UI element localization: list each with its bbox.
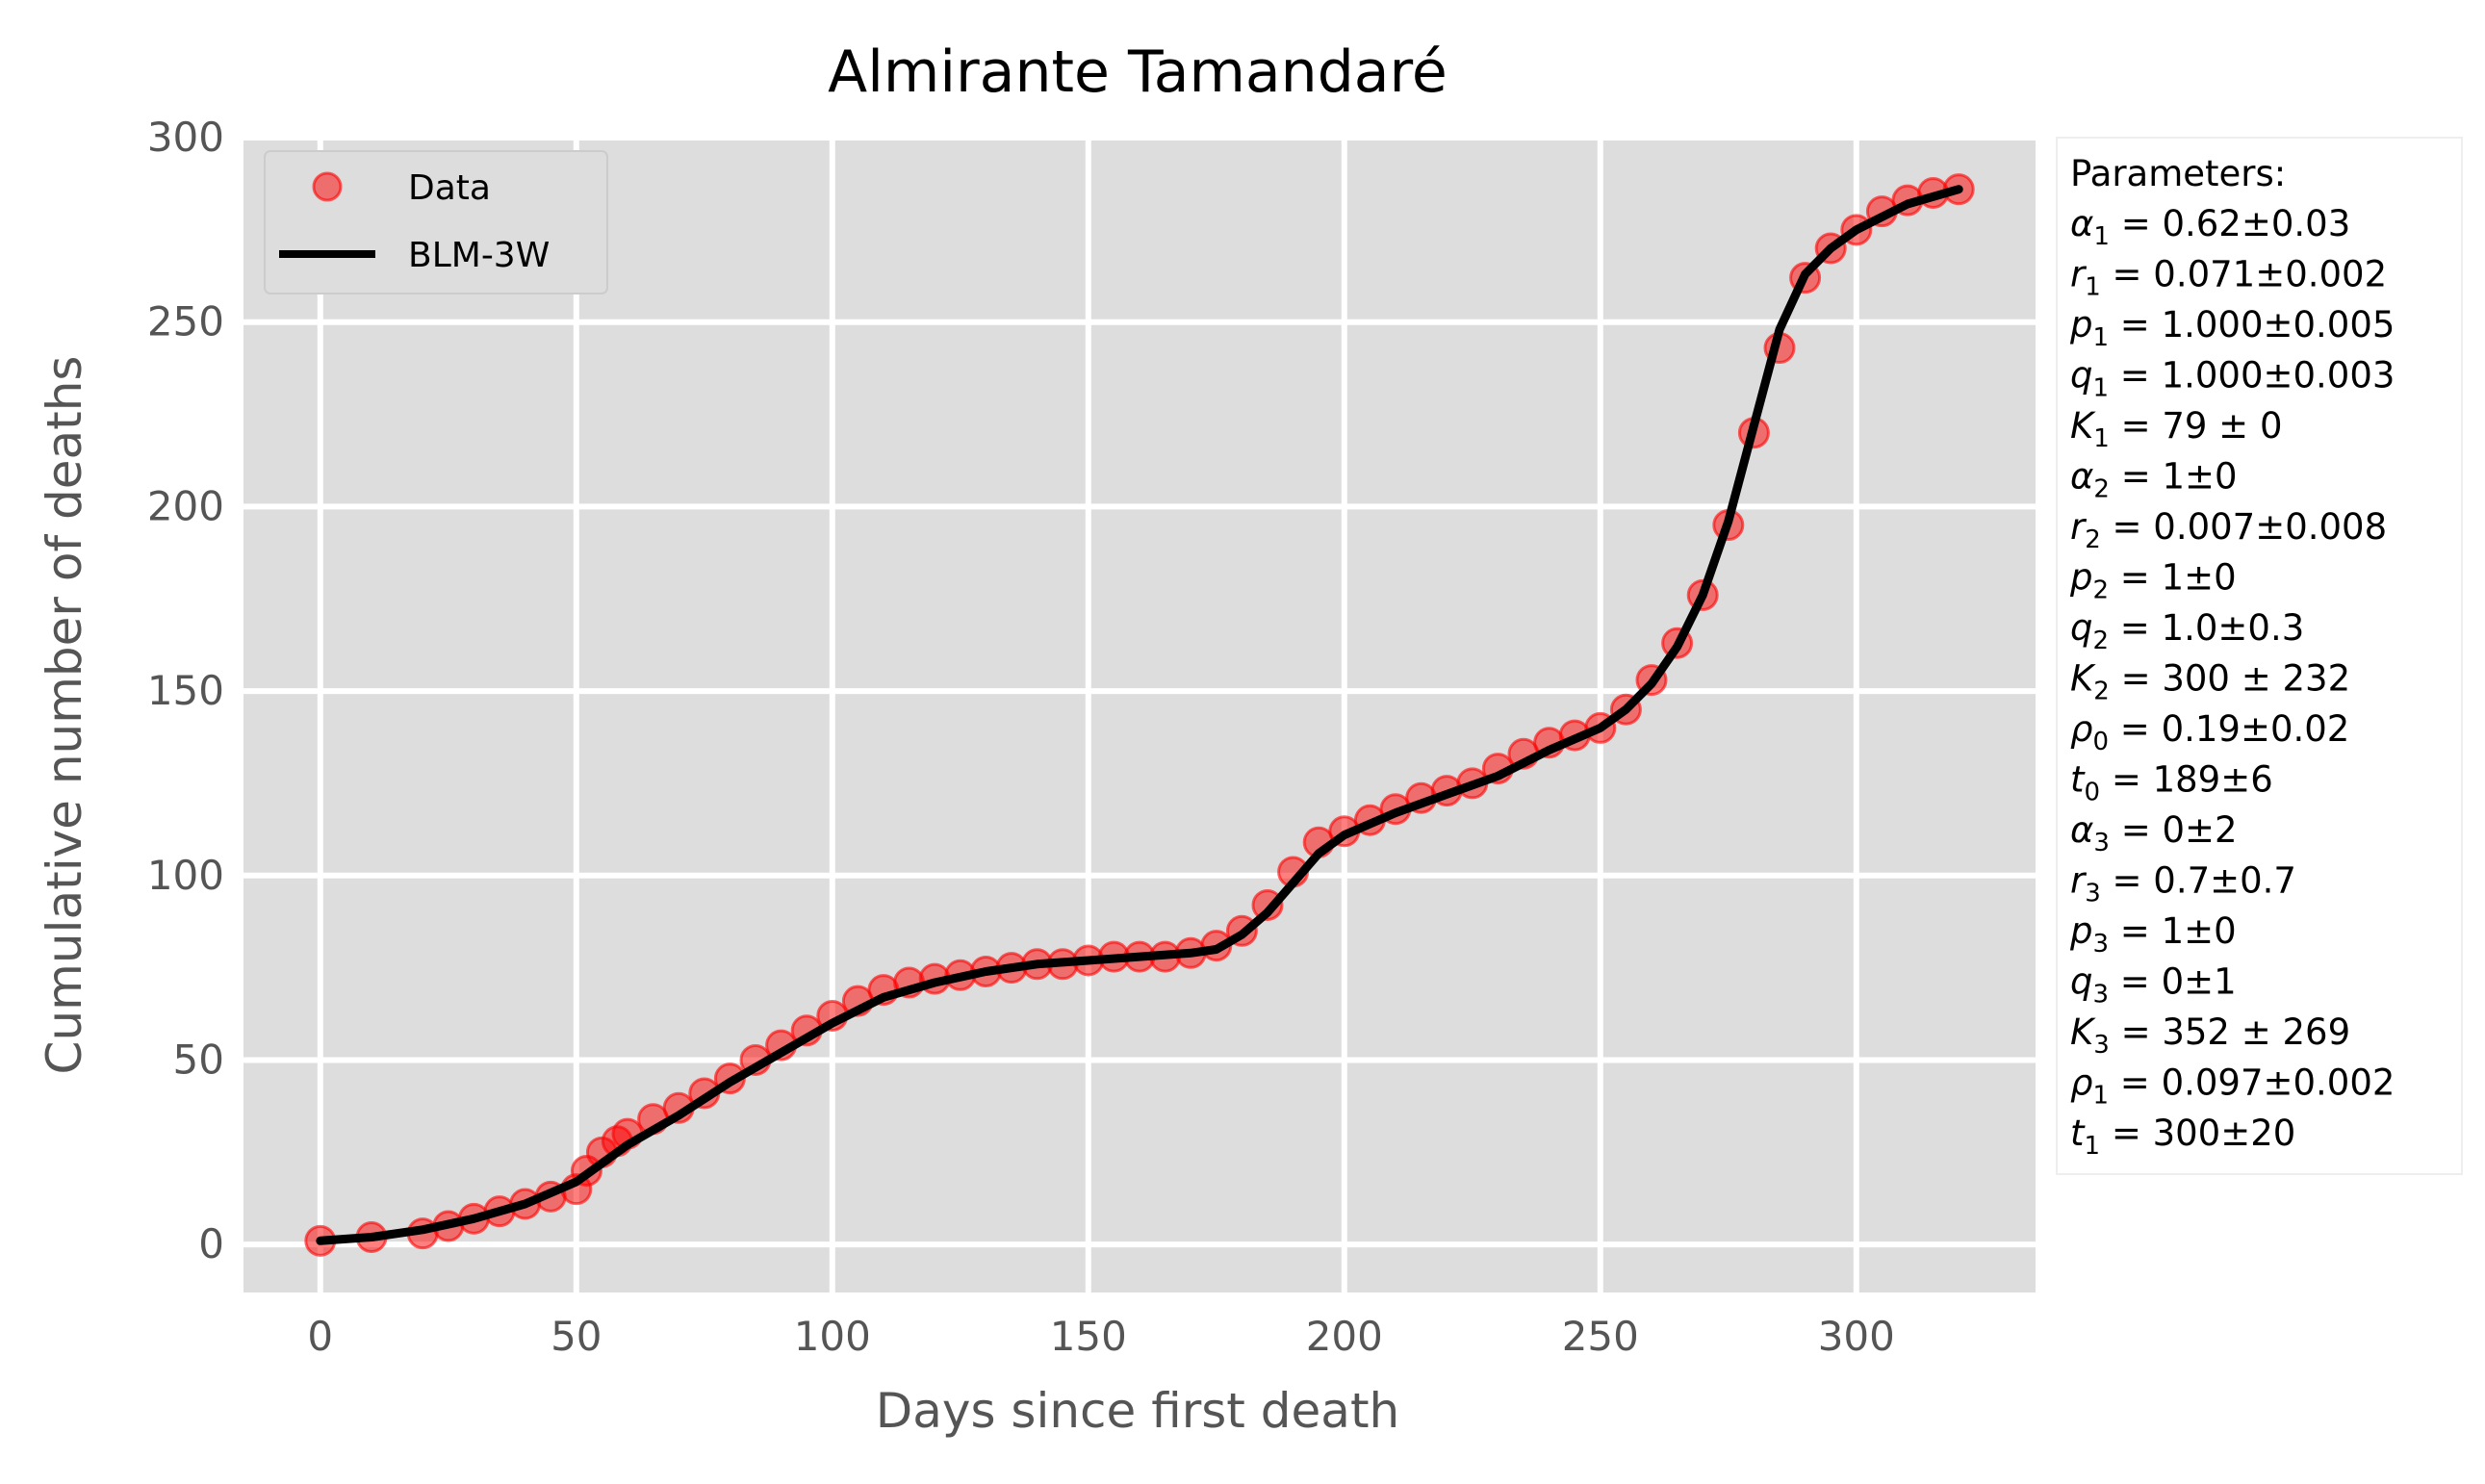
parameter-line: t1 = 300±20 bbox=[2070, 1113, 2295, 1161]
y-tick-label: 0 bbox=[198, 1220, 224, 1267]
parameter-line: ρ1 = 0.097±0.002 bbox=[2070, 1062, 2395, 1111]
plot-area bbox=[243, 138, 2036, 1292]
parameter-line: α3 = 0±2 bbox=[2070, 809, 2238, 857]
legend-data-label: Data bbox=[408, 168, 491, 208]
parameter-line: r3 = 0.7±0.7 bbox=[2070, 860, 2296, 908]
parameter-line: ρ0 = 0.19±0.02 bbox=[2070, 708, 2349, 756]
parameters-header: Parameters: bbox=[2070, 153, 2286, 194]
x-tick-labels: 0 50 100 150 200 250 300 bbox=[307, 1313, 1894, 1360]
x-tick-label: 50 bbox=[551, 1313, 602, 1360]
parameters-frame bbox=[2056, 137, 2463, 1175]
y-tick-label: 150 bbox=[147, 667, 224, 714]
x-tick-label: 200 bbox=[1306, 1313, 1383, 1360]
y-tick-label: 300 bbox=[147, 114, 224, 161]
parameter-line: α2 = 1±0 bbox=[2070, 456, 2238, 504]
y-tick-label: 100 bbox=[147, 852, 224, 899]
parameter-line: r1 = 0.071±0.002 bbox=[2070, 254, 2387, 302]
parameter-line: r2 = 0.007±0.008 bbox=[2070, 506, 2387, 554]
parameter-line: K2 = 300 ± 232 bbox=[2070, 658, 2350, 706]
y-tick-label: 50 bbox=[173, 1036, 224, 1083]
parameter-line: p2 = 1±0 bbox=[2069, 557, 2237, 605]
parameter-line: q3 = 0±1 bbox=[2070, 961, 2237, 1010]
x-tick-label: 0 bbox=[307, 1313, 333, 1360]
x-tick-label: 300 bbox=[1818, 1313, 1895, 1360]
parameter-line: K3 = 352 ± 269 bbox=[2070, 1011, 2350, 1060]
legend-fit-label: BLM-3W bbox=[408, 236, 550, 275]
parameter-line: K1 = 79 ± 0 bbox=[2070, 405, 2282, 453]
x-tick-label: 250 bbox=[1562, 1313, 1639, 1360]
parameter-line: t0 = 189±6 bbox=[2070, 759, 2273, 807]
legend: Data BLM-3W bbox=[264, 150, 608, 294]
chart-title: Almirante Tamandaré bbox=[828, 38, 1447, 106]
parameter-line: q2 = 1.0±0.3 bbox=[2070, 607, 2304, 655]
y-axis-title: Cumulative number of deaths bbox=[37, 356, 92, 1075]
fit-line bbox=[316, 185, 1963, 1245]
y-tick-labels: 0 50 100 150 200 250 300 bbox=[147, 114, 224, 1267]
parameter-line: p3 = 1±0 bbox=[2069, 910, 2237, 959]
parameter-line: q1 = 1.000±0.003 bbox=[2070, 355, 2395, 403]
y-tick-label: 250 bbox=[147, 298, 224, 345]
legend-data-marker bbox=[312, 171, 343, 202]
y-tick-label: 200 bbox=[147, 482, 224, 529]
x-tick-label: 150 bbox=[1050, 1313, 1127, 1360]
fit-curve bbox=[316, 185, 1963, 1245]
x-tick-label: 100 bbox=[794, 1313, 871, 1360]
parameter-line: p1 = 1.000±0.005 bbox=[2069, 304, 2395, 352]
parameter-line: α1 = 0.62±0.03 bbox=[2070, 203, 2350, 251]
x-axis-title: Days since first death bbox=[876, 1383, 1399, 1439]
